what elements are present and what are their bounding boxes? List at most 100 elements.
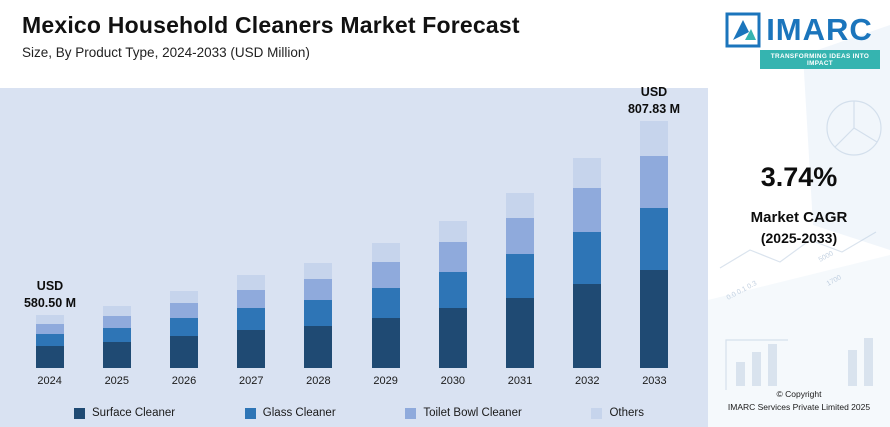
logo-tagline: TRANSFORMING IDEAS INTO IMPACT	[760, 50, 880, 69]
bar-segment	[640, 156, 669, 208]
legend-swatch	[244, 407, 256, 419]
bar-segment	[506, 193, 535, 218]
legend-item: Glass Cleaner	[244, 407, 336, 419]
bar-segment	[573, 232, 602, 284]
value-label-2033-line2: 807.83 M	[627, 102, 681, 116]
bar-segment	[102, 328, 131, 342]
legend-label: Glass Cleaner	[262, 407, 336, 419]
legend-item: Surface Cleaner	[74, 407, 175, 419]
bar-segment	[438, 221, 467, 242]
chart-header: Mexico Household Cleaners Market Forecas…	[0, 0, 708, 88]
bar-segment	[102, 342, 131, 368]
bar-stack	[170, 291, 198, 368]
bar-column-2025: 2025	[83, 306, 150, 387]
cagr-block: 3.74% Market CAGR (2025-2033)	[708, 162, 890, 246]
bar-stack	[506, 193, 535, 368]
bar-segment	[371, 318, 400, 368]
value-label-2024: USD 580.50 M	[7, 278, 93, 312]
value-label-2033: USD 807.83 M	[609, 84, 699, 118]
bar-segment	[170, 318, 198, 336]
bar-segment	[102, 316, 131, 328]
chart-legend: Surface Cleaner Glass Cleaner Toilet Bowl …	[74, 407, 644, 419]
bar-column-2029: 2029	[352, 243, 419, 387]
bar-column-2032: 2032	[554, 158, 621, 387]
bar-column-2033: 2033	[621, 121, 688, 387]
bar-segment	[304, 326, 333, 368]
bar-column-2024: 2024	[16, 315, 83, 387]
cagr-period: (2025-2033)	[760, 230, 838, 246]
value-label-2033-line1: USD	[640, 85, 668, 99]
bar-segment	[640, 121, 669, 156]
value-label-2024-line1: USD	[36, 279, 64, 293]
x-axis-label: 2027	[238, 375, 264, 387]
copyright-line2: IMARC Services Private Limited 2025	[727, 401, 871, 412]
bar-segment	[35, 346, 64, 368]
bar-segment	[237, 275, 266, 290]
page-title: Mexico Household Cleaners Market Forecas…	[22, 12, 520, 38]
chart-panel: Mexico Household Cleaners Market Forecas…	[0, 0, 708, 427]
x-axis-label: 2026	[171, 375, 197, 387]
brand-panel: 5000 1700 0.0 0.1 0.3 IMARC TRANSFORMING…	[708, 0, 890, 427]
bar-stack	[35, 315, 64, 368]
bar-series-area: 2024 2025 2026 2027 2028 2029 2030 2031 2032 2033	[16, 102, 688, 387]
bar-stack	[371, 243, 400, 368]
cagr-value: 3.74%	[760, 162, 838, 192]
bar-segment	[506, 298, 535, 368]
watermark-graphics: 5000 1700 0.0 0.1 0.3	[708, 25, 890, 427]
legend-label: Surface Cleaner	[92, 407, 176, 419]
x-axis-label: 2031	[507, 375, 533, 387]
legend-label: Toilet Bowl Cleaner	[423, 407, 522, 419]
imarc-logo-icon	[725, 12, 761, 48]
bar-segment	[304, 279, 333, 300]
bar-segment	[640, 270, 669, 368]
bar-segment	[438, 242, 467, 272]
bar-segment	[237, 330, 266, 368]
bar-segment	[170, 336, 198, 368]
bar-segment	[170, 303, 198, 318]
bar-column-2031: 2031	[486, 193, 553, 387]
bar-segment	[237, 308, 266, 330]
bar-segment	[573, 284, 602, 368]
bar-segment	[506, 254, 535, 298]
bar-segment	[438, 272, 467, 308]
bar-segment	[170, 291, 198, 303]
legend-swatch	[591, 407, 603, 419]
bar-segment	[371, 243, 400, 262]
bar-segment	[371, 262, 400, 288]
bar-column-2030: 2030	[419, 221, 486, 387]
bar-stack	[102, 306, 131, 368]
bar-column-2028: 2028	[285, 263, 352, 387]
legend-label: Others	[609, 407, 644, 419]
bar-stack	[640, 121, 669, 368]
bar-segment	[35, 315, 64, 324]
bar-segment	[438, 308, 467, 368]
bar-column-2027: 2027	[218, 275, 285, 387]
imarc-logo-text: IMARC	[766, 12, 873, 47]
imarc-logo: IMARC TRANSFORMING IDEAS INTO IMPACT	[708, 0, 890, 69]
bar-segment	[506, 218, 535, 254]
legend-item: Toilet Bowl Cleaner	[405, 407, 522, 419]
x-axis-label: 2033	[642, 375, 667, 387]
page-subtitle: Size, By Product Type, 2024-2033 (USD Mi…	[22, 45, 310, 60]
bar-segment	[304, 300, 333, 326]
x-axis-label: 2032	[574, 375, 600, 387]
bar-segment	[371, 288, 400, 318]
x-axis-label: 2028	[306, 375, 331, 387]
x-axis-label: 2030	[440, 375, 466, 387]
cagr-label: Market CAGR	[750, 209, 848, 226]
bar-stack	[573, 158, 602, 368]
bar-segment	[304, 263, 333, 279]
value-label-2024-line2: 580.50 M	[23, 296, 77, 310]
legend-swatch	[405, 407, 417, 419]
bar-segment	[35, 324, 64, 334]
x-axis-label: 2025	[104, 375, 130, 387]
bar-segment	[237, 290, 266, 308]
legend-item: Others	[591, 407, 644, 419]
bar-stack	[438, 221, 467, 368]
bar-stack	[237, 275, 266, 368]
x-axis-label: 2029	[373, 375, 398, 387]
bar-segment	[35, 334, 64, 346]
bar-segment	[102, 306, 131, 316]
bar-column-2026: 2026	[150, 291, 217, 387]
